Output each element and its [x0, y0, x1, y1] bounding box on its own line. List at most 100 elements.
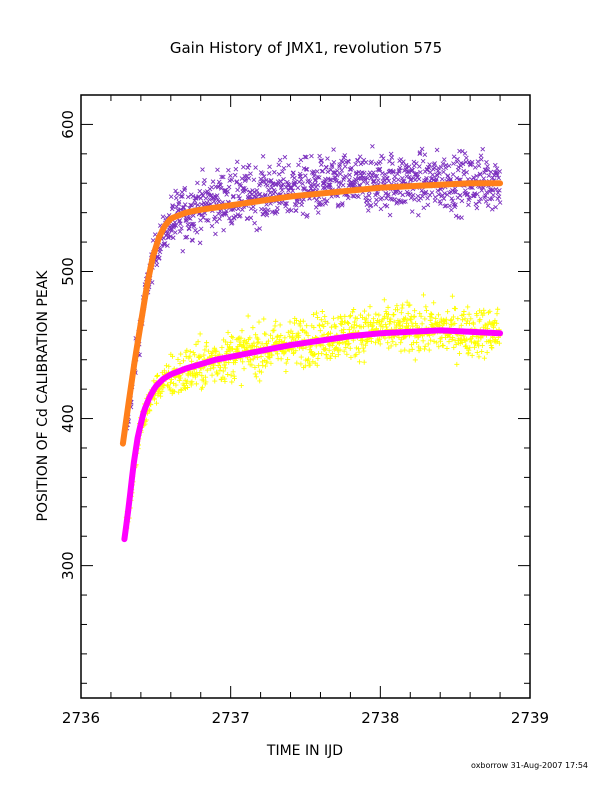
- data-point: [451, 161, 456, 166]
- data-point: [290, 188, 296, 194]
- data-point: [461, 308, 467, 314]
- axis-tick-labels: 2736 2737 2738 2739 300 400 500 600: [59, 110, 549, 727]
- data-point: [225, 188, 231, 194]
- data-point: [357, 182, 362, 188]
- data-point: [300, 211, 306, 217]
- data-point: [366, 193, 372, 198]
- data-point: [434, 340, 440, 346]
- x-axis-label: TIME IN IJD: [266, 743, 343, 759]
- data-point: [467, 195, 472, 201]
- data-point: [256, 319, 262, 325]
- data-point: [331, 147, 336, 152]
- data-point: [206, 348, 212, 354]
- data-point: [320, 168, 326, 174]
- data-point: [441, 169, 446, 175]
- data-point: [404, 299, 410, 305]
- data-point: [479, 348, 485, 354]
- data-point: [450, 188, 455, 193]
- data-point: [450, 314, 456, 320]
- data-point: [167, 387, 173, 393]
- data-point: [300, 181, 305, 186]
- data-point: [185, 194, 191, 200]
- data-point: [352, 319, 358, 325]
- data-point: [218, 364, 224, 370]
- data-point: [453, 202, 458, 208]
- data-point: [272, 323, 278, 329]
- data-point: [459, 337, 465, 343]
- data-point: [455, 156, 460, 162]
- data-point: [281, 165, 287, 171]
- data-point: [291, 182, 297, 187]
- data-point: [383, 324, 389, 330]
- data-point: [445, 309, 451, 315]
- data-point: [313, 343, 319, 349]
- data-point: [408, 195, 414, 201]
- data-point: [466, 347, 472, 353]
- data-point: [347, 314, 353, 320]
- data-point: [287, 333, 293, 339]
- data-point: [261, 174, 267, 179]
- data-point: [468, 316, 474, 322]
- data-point: [423, 189, 429, 195]
- data-point: [201, 181, 207, 187]
- data-point: [211, 199, 217, 204]
- data-point: [184, 378, 190, 384]
- data-point: [247, 189, 253, 195]
- data-point: [409, 346, 415, 352]
- data-point: [431, 338, 437, 344]
- data-point: [486, 173, 492, 179]
- data-point: [325, 320, 331, 326]
- data-point: [258, 369, 264, 375]
- data-point: [309, 153, 314, 159]
- data-point: [181, 204, 187, 210]
- data-point: [404, 165, 409, 170]
- data-point: [228, 173, 233, 178]
- data-point: [449, 293, 455, 299]
- data-point: [219, 174, 224, 180]
- data-point: [472, 344, 478, 350]
- data-point: [307, 362, 313, 368]
- data-point: [223, 339, 229, 345]
- data-point: [406, 164, 412, 169]
- data-point: [221, 227, 226, 233]
- data-point: [391, 311, 397, 317]
- data-point: [441, 196, 447, 201]
- data-point: [368, 202, 374, 208]
- x-tick-label: 2738: [361, 709, 399, 727]
- data-point: [291, 170, 296, 176]
- data-point: [333, 324, 339, 330]
- y-tick-label: 300: [59, 551, 77, 580]
- data-point: [337, 347, 343, 353]
- data-point: [432, 161, 438, 166]
- data-point: [464, 170, 470, 175]
- data-point: [388, 343, 394, 349]
- data-point: [248, 357, 254, 363]
- data-point: [264, 359, 270, 365]
- data-point: [462, 316, 468, 322]
- data-point: [493, 186, 499, 192]
- data-point: [323, 201, 329, 206]
- data-point: [462, 151, 468, 156]
- data-point: [348, 354, 354, 360]
- data-point: [267, 355, 273, 361]
- data-point: [414, 171, 420, 176]
- data-point: [365, 208, 371, 213]
- data-point: [346, 159, 351, 165]
- data-point: [319, 158, 324, 163]
- data-point: [241, 342, 247, 348]
- data-point: [448, 318, 454, 324]
- data-point: [437, 171, 442, 176]
- data-point: [384, 315, 390, 321]
- data-point: [434, 147, 440, 153]
- data-point: [333, 344, 339, 350]
- data-point: [349, 324, 355, 330]
- data-point: [178, 207, 184, 212]
- data-point: [250, 204, 256, 210]
- data-point: [333, 174, 338, 180]
- data-point: [309, 183, 315, 189]
- data-point: [252, 208, 258, 214]
- data-point: [484, 159, 489, 165]
- data-point: [489, 187, 494, 193]
- data-point: [395, 171, 400, 177]
- data-point: [451, 154, 457, 159]
